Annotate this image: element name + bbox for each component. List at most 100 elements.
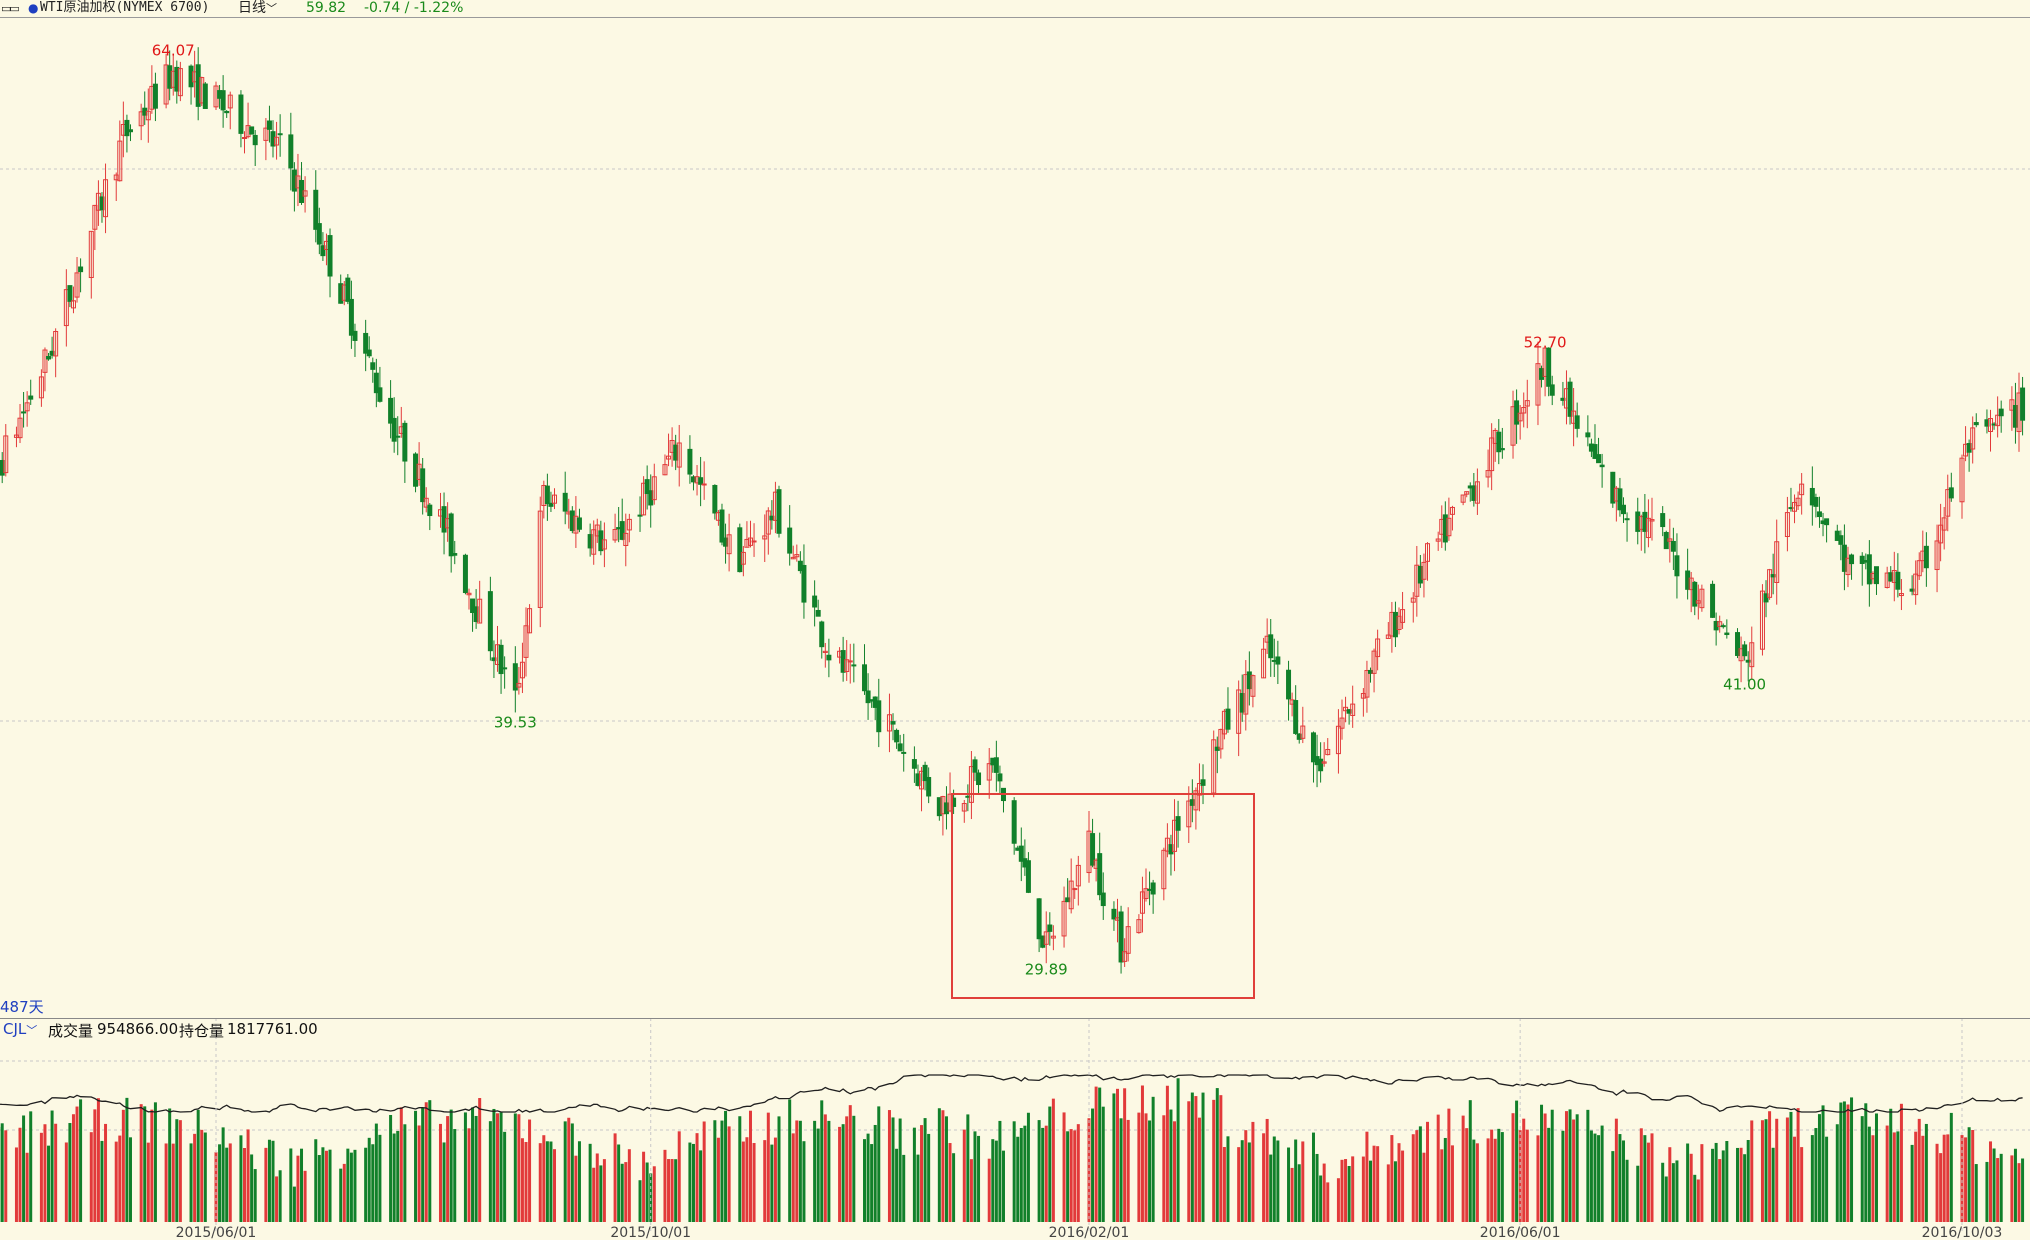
candle [1674, 533, 1680, 599]
candle [145, 88, 151, 143]
candle [1075, 855, 1081, 906]
volume-bar [852, 1115, 856, 1222]
volume-bar [649, 1173, 653, 1222]
candle [1617, 477, 1623, 517]
candle [1685, 548, 1691, 600]
candle [815, 599, 821, 617]
volume-bar [1486, 1138, 1490, 1222]
candle [1339, 699, 1345, 740]
price-gridlines [0, 168, 2030, 722]
candle [790, 545, 796, 560]
volume-bar [1076, 1124, 1080, 1222]
volume-bar [887, 1110, 891, 1222]
volume-bar [189, 1143, 193, 1222]
volume-bar [1967, 1127, 1971, 1222]
candle [46, 352, 52, 361]
volume-bar [1390, 1135, 1394, 1222]
volume-bar [1846, 1104, 1850, 1222]
volume-bar [1996, 1158, 2000, 1222]
volume-bar [1575, 1114, 1579, 1222]
volume-bar [118, 1135, 122, 1222]
candle [1421, 553, 1427, 598]
candle [1446, 497, 1452, 541]
volume-bar [1240, 1140, 1244, 1222]
volume-bar [1611, 1151, 1615, 1222]
volume-bar [1821, 1105, 1825, 1222]
volume-bar [952, 1153, 956, 1222]
candle [1995, 396, 2001, 438]
volume-bar [1586, 1109, 1590, 1222]
volume-bar [667, 1159, 671, 1222]
volume-bar [802, 1141, 806, 1222]
volume-bar [1721, 1150, 1725, 1222]
volume-bar [2013, 1148, 2017, 1222]
candle [1988, 409, 1994, 452]
candle [1250, 674, 1256, 708]
period-selector[interactable]: 日线﹀ [238, 0, 277, 16]
x-tick-label: 2015/10/01 [610, 1225, 691, 1240]
candle [1763, 580, 1769, 618]
volume-bar [1889, 1108, 1893, 1222]
candle [1218, 728, 1224, 759]
chevron-down-icon: ﹀ [266, 2, 277, 15]
candle [487, 576, 493, 661]
candle [1795, 491, 1801, 510]
candle [897, 734, 903, 752]
candlestick-series [0, 47, 2026, 974]
candle [997, 765, 1003, 794]
candle [1175, 800, 1181, 848]
candle [1546, 347, 1552, 397]
candle [348, 280, 354, 349]
bullet-dot-icon: ● [28, 1, 39, 15]
indicator-selector[interactable]: CJL﹀ [3, 1020, 38, 1038]
window-toggle-icon[interactable]: ▭▭ [1, 2, 20, 15]
volume-bar [1746, 1139, 1750, 1222]
volume-bar [1718, 1159, 1722, 1222]
candle [1122, 938, 1128, 967]
volume-bar [79, 1099, 83, 1222]
volume-bar [1262, 1133, 1266, 1222]
volume-bar [1397, 1143, 1401, 1222]
candle [787, 505, 793, 566]
volume-bar [1593, 1133, 1597, 1222]
volume-bar [1739, 1147, 1743, 1222]
volume-bar [1450, 1145, 1454, 1222]
volume-bar [54, 1123, 58, 1222]
candle [801, 544, 807, 619]
candle [1841, 524, 1847, 591]
instrument-name[interactable]: WTI原油加权(NYMEX 6700) [40, 0, 210, 15]
volume-bar [100, 1140, 104, 1222]
candle [1934, 524, 1940, 593]
candle [320, 232, 326, 261]
volume-bar [1447, 1108, 1451, 1222]
candle [1724, 619, 1730, 639]
volume-bar [866, 1133, 870, 1222]
volume-bar [1561, 1130, 1565, 1222]
volume-bar [1547, 1127, 1551, 1222]
days-label: 487天 [0, 998, 44, 1016]
volume-bar [168, 1108, 172, 1222]
volume-bar [912, 1127, 916, 1222]
candle [402, 420, 408, 483]
volume-bar [1351, 1156, 1355, 1222]
candle [470, 598, 476, 632]
candle [644, 465, 650, 510]
volume-bar [171, 1143, 175, 1222]
volume-bar [1069, 1129, 1073, 1222]
volume-bar [1336, 1178, 1340, 1222]
candle [512, 646, 518, 713]
volume-bar [1440, 1149, 1444, 1222]
volume-bar [1137, 1112, 1141, 1222]
volume-bar [1016, 1136, 1020, 1222]
volume-bar [937, 1108, 941, 1222]
candle [266, 105, 272, 143]
volume-bar [1835, 1124, 1839, 1222]
candle [1125, 907, 1131, 962]
candle [1784, 496, 1790, 552]
candle [1211, 730, 1217, 798]
volume-bar [563, 1121, 567, 1222]
candle [537, 496, 543, 628]
volume-bar [891, 1117, 895, 1222]
volume-bar [1066, 1131, 1070, 1222]
candle [1767, 568, 1773, 600]
